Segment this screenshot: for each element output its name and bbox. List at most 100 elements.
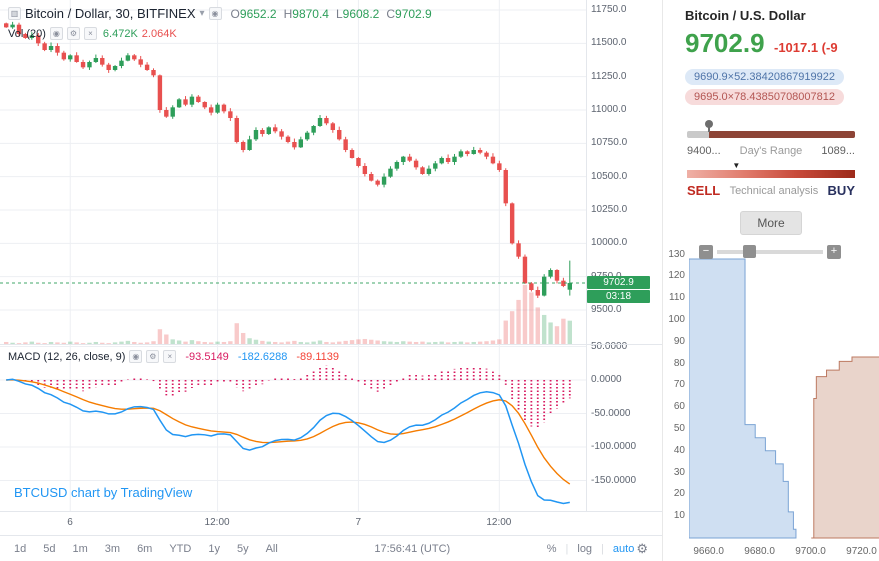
close-icon[interactable]: × xyxy=(163,350,177,363)
tradingview-attribution-link[interactable]: BTCUSD chart by TradingView xyxy=(14,485,193,500)
time-axis[interactable]: 6 12:00 7 12:00 xyxy=(0,511,662,535)
technical-analysis-label[interactable]: Technical analysis xyxy=(729,184,819,197)
eye-icon[interactable]: ◉ xyxy=(49,27,63,40)
macd-axis-label: 0.0000 xyxy=(591,374,622,385)
price-axis-label: 10000.0 xyxy=(591,237,628,249)
volume-legend: Vol (20) ◉ ⚙ × 6.472K 2.064K xyxy=(8,27,177,40)
price-axis-label: 11750.0 xyxy=(591,4,627,15)
macd-line-value: -182.6288 xyxy=(237,350,288,363)
volume-value: 6.472K xyxy=(102,27,138,40)
day-range-low: 9400... xyxy=(687,145,721,157)
range-button-5y[interactable]: 5y xyxy=(236,542,249,555)
sell-button[interactable]: SELL xyxy=(687,183,721,198)
range-button-1d[interactable]: 1d xyxy=(14,542,27,555)
close-value: C9702.9 xyxy=(386,6,432,21)
zoom-slider-handle[interactable] xyxy=(743,245,756,258)
price-axis-label: 9500.0 xyxy=(591,304,622,315)
macd-legend: MACD (12, 26, close, 9) ◉ ⚙ × -93.5149 -… xyxy=(8,350,339,363)
price-axis[interactable]: 11750.0 11500.0 11250.0 11000.0 10750.0 10500… xyxy=(588,0,662,535)
macd-axis-label: 50.0000 xyxy=(591,340,628,352)
more-wrap: More xyxy=(663,211,879,235)
depth-y-label: 80 xyxy=(673,357,685,369)
depth-y-label: 20 xyxy=(673,488,685,500)
depth-y-label: 50 xyxy=(673,423,685,434)
day-range-slider xyxy=(687,120,855,138)
price-chart[interactable] xyxy=(0,0,586,345)
price-axis-label: 10500.0 xyxy=(591,170,628,182)
range-button-5d[interactable]: 5d xyxy=(43,542,56,555)
volume-label: Vol (20) xyxy=(8,27,46,40)
close-icon[interactable]: × xyxy=(83,27,97,40)
instrument-title: Bitcoin / U.S. Dollar xyxy=(685,8,806,23)
order-book-depth-chart: − + 130 120 110 100 90 80 70 60 50 40 30 20 10 9660.0… xyxy=(663,240,879,561)
quote-panel: Bitcoin / U.S. Dollar 9702.9 -1017.1 (-9… xyxy=(662,0,879,561)
clock[interactable]: 17:56:41 (UTC) xyxy=(374,542,451,555)
depth-y-label: 100 xyxy=(668,314,685,325)
macd-label[interactable]: MACD (12, 26, close, 9) xyxy=(8,350,126,363)
macd-pane[interactable] xyxy=(0,345,586,511)
series-style-icon[interactable]: ▥ xyxy=(8,7,21,20)
log-scale-button[interactable]: log xyxy=(577,542,593,555)
range-button-6m[interactable]: 6m xyxy=(137,542,153,555)
more-button[interactable]: More xyxy=(740,211,802,235)
macd-signal-value: -89.1139 xyxy=(296,350,339,363)
price-axis-divider xyxy=(586,0,587,535)
depth-y-label: 30 xyxy=(673,466,685,478)
day-range-label: Day's Range xyxy=(739,145,803,157)
ask-quote-pill: 9695.0×78.43850708007812 xyxy=(685,89,845,105)
chart-widget: 11750.0 11500.0 11250.0 11000.0 10750.0 10500… xyxy=(0,0,662,561)
macd-axis-label: -150.0000 xyxy=(591,474,637,486)
chart-settings-gear-icon[interactable]: ⚙ xyxy=(636,540,648,556)
scale-button-group: % | log | auto xyxy=(547,543,635,555)
range-button-1y[interactable]: 1y xyxy=(208,542,220,555)
gear-icon[interactable]: ⚙ xyxy=(146,350,160,363)
zoom-out-button[interactable]: − xyxy=(699,245,713,259)
chart-toolbar: 1d 5d 1m 3m 6m YTD 1y 5y All 17:56:41 (UTC) % | lo… xyxy=(0,535,662,561)
macd-axis-label: -100.0000 xyxy=(591,441,637,452)
percent-scale-button[interactable]: % xyxy=(546,542,557,555)
gear-icon[interactable]: ⚙ xyxy=(66,27,80,40)
volume-ma-value: 2.064K xyxy=(141,27,177,40)
macd-histogram-value: -93.5149 xyxy=(185,350,229,363)
sell-buy-row: SELL Technical analysis BUY xyxy=(687,183,855,198)
high-value: H9870.4 xyxy=(283,6,329,21)
depth-y-label: 90 xyxy=(673,335,685,347)
zoom-in-button[interactable]: + xyxy=(827,245,841,259)
depth-y-label: 70 xyxy=(673,379,685,391)
zoom-slider-track[interactable] xyxy=(717,245,823,258)
macd-values: -93.5149 -182.6288 -89.1139 xyxy=(185,351,339,363)
depth-x-label: 9660.0 xyxy=(693,546,724,557)
auto-scale-button[interactable]: auto xyxy=(612,542,635,555)
range-button-all[interactable]: All xyxy=(265,542,278,555)
day-range-high: 1089... xyxy=(821,145,855,157)
eye-icon[interactable]: ◉ xyxy=(208,7,222,20)
depth-x-label: 9720.0 xyxy=(846,546,877,557)
depth-x-label: 9680.0 xyxy=(744,546,775,557)
range-button-1m[interactable]: 1m xyxy=(72,542,88,555)
depth-chart-plot xyxy=(689,258,879,539)
gauge-marker-icon: ▼ xyxy=(732,161,741,170)
price-axis-label: 11000.0 xyxy=(591,104,627,115)
pane-divider xyxy=(0,344,662,345)
depth-y-label: 10 xyxy=(673,510,685,522)
macd-axis-label: -50.0000 xyxy=(591,407,631,419)
open-value: O9652.2 xyxy=(230,6,277,21)
last-price: 9702.9 xyxy=(685,28,765,58)
time-axis-label: 7 xyxy=(355,517,361,528)
toolbar-separator: | xyxy=(601,542,604,555)
technical-analysis-gauge: ▼ xyxy=(687,161,855,178)
price-axis-label: 11250.0 xyxy=(591,70,627,82)
eye-icon[interactable]: ◉ xyxy=(129,350,143,363)
buy-button[interactable]: BUY xyxy=(827,183,855,198)
day-range-fill xyxy=(708,131,855,138)
range-button-ytd[interactable]: YTD xyxy=(169,542,192,555)
depth-y-label: 110 xyxy=(669,292,685,304)
range-button-3m[interactable]: 3m xyxy=(104,542,121,555)
symbol-title[interactable]: Bitcoin / Dollar, 30, BITFINEX xyxy=(25,6,196,21)
price-change: -1017.1 (-9 xyxy=(773,40,838,55)
chevron-down-icon[interactable]: ▾ xyxy=(199,8,205,19)
last-price-badge: 9702.9 xyxy=(587,276,650,289)
low-value: L9608.2 xyxy=(335,6,380,21)
price-axis-label: 10250.0 xyxy=(591,204,628,215)
depth-y-label: 60 xyxy=(673,401,685,413)
